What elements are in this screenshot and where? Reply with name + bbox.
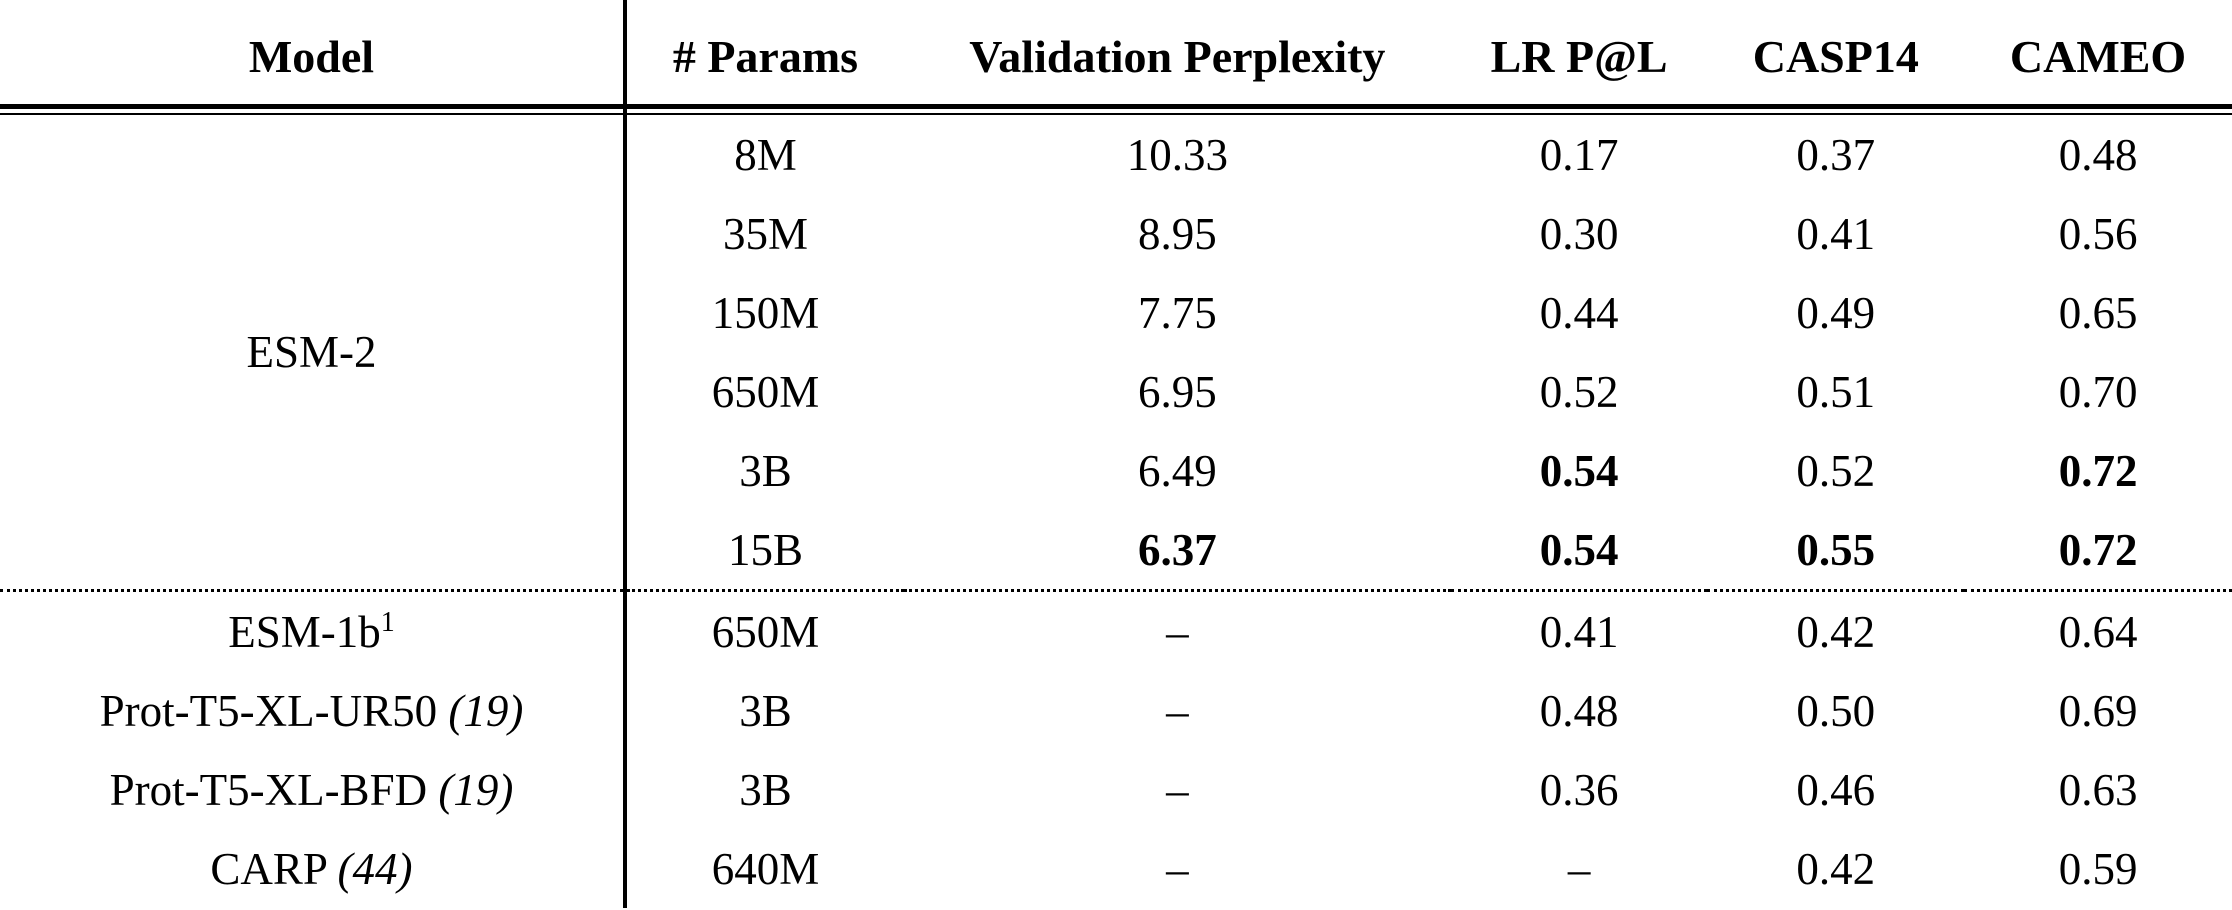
- table-cell: 0.56: [2058, 208, 2138, 259]
- table-cell: –: [1166, 843, 1189, 894]
- header-double-rule: [0, 104, 2232, 115]
- column-header-model: Model: [0, 0, 627, 107]
- model-label: CARP (44): [0, 829, 627, 908]
- table-row: 650M 6.95 0.52 0.51 0.70: [0, 352, 2232, 431]
- table-body: ESM-2 8M 10.33 0.17 0.37 0.48 35M 8.95 0.30 0.41 0…: [0, 114, 2232, 908]
- table-cell: –: [1166, 685, 1189, 736]
- table-cell: 0.52: [1796, 445, 1876, 496]
- table-row: 15B 6.37 0.54 0.55 0.72: [0, 510, 2232, 591]
- table-cell: 3B: [739, 685, 792, 736]
- table-cell: 0.44: [1539, 287, 1619, 338]
- table-cell: 0.59: [2058, 843, 2138, 894]
- model-label: Prot-T5-XL-UR50 (19): [0, 671, 627, 750]
- table-row: CARP (44) 640M – – 0.42 0.59: [0, 829, 2232, 908]
- table-cell: 0.51: [1796, 366, 1876, 417]
- table-cell: 8.95: [1137, 208, 1217, 259]
- column-header-validation-perplexity: Validation Perplexity: [969, 30, 1386, 82]
- table-cell: 0.54: [1539, 524, 1619, 575]
- table-cell: –: [1166, 764, 1189, 815]
- table-cell: 0.52: [1539, 366, 1619, 417]
- header-rule-segment: [624, 104, 2232, 115]
- table-cell: 0.65: [2058, 287, 2138, 338]
- table-cell: 0.41: [1539, 606, 1619, 657]
- table-cell: –: [1567, 843, 1591, 894]
- model-label: ESM-1b1: [0, 592, 627, 671]
- table-cell: 650M: [711, 606, 820, 657]
- table-cell: 6.37: [1137, 524, 1217, 575]
- table-cell: 650M: [711, 366, 820, 417]
- table-cell: 0.48: [1539, 685, 1619, 736]
- citation-number: (19): [438, 764, 514, 815]
- column-header-lr-p-at-l: LR P@L: [1490, 30, 1668, 82]
- table-row: ESM-1b1 650M – 0.41 0.42 0.64: [0, 592, 2232, 671]
- table-cell: 0.70: [2058, 366, 2138, 417]
- table-cell: 0.72: [2058, 524, 2138, 575]
- column-header-cameo: CAMEO: [2009, 30, 2187, 82]
- dotted-divider-segment: [624, 589, 2232, 593]
- footnote-marker: 1: [380, 606, 395, 638]
- citation-number: (44): [337, 843, 413, 894]
- table-cell: 0.50: [1796, 685, 1876, 736]
- table-row: 150M 7.75 0.44 0.49 0.65: [0, 273, 2232, 352]
- table-cell: 0.69: [2058, 685, 2138, 736]
- table-cell: –: [1166, 606, 1189, 657]
- citation-number: (19): [448, 685, 524, 736]
- table-row: Prot-T5-XL-BFD (19) 3B – 0.36 0.46 0.63: [0, 750, 2232, 829]
- table-cell: 150M: [711, 287, 820, 338]
- table-cell: 0.41: [1796, 208, 1876, 259]
- table-cell: 35M: [722, 208, 808, 259]
- table-cell: 0.72: [2058, 445, 2138, 496]
- table-cell: 0.54: [1539, 445, 1619, 496]
- table-row: 35M 8.95 0.30 0.41 0.56: [0, 194, 2232, 273]
- dotted-divider-segment: [0, 589, 627, 593]
- table-cell: 0.63: [2058, 764, 2138, 815]
- model-label: Prot-T5-XL-BFD (19): [0, 750, 627, 829]
- table-cell: 0.30: [1539, 208, 1619, 259]
- table-row: ESM-2 8M 10.33 0.17 0.37 0.48: [0, 114, 2232, 591]
- table-cell: 0.42: [1796, 843, 1876, 894]
- column-header-casp14: CASP14: [1752, 30, 1919, 82]
- table-cell: 15B: [727, 524, 803, 575]
- table-cell: 0.48: [2058, 129, 2138, 180]
- table-cell: 0.46: [1796, 764, 1876, 815]
- table-cell: 8M: [734, 129, 797, 180]
- table-cell: 10.33: [1126, 129, 1228, 180]
- table-cell: 3B: [739, 764, 792, 815]
- table-cell: 6.49: [1137, 445, 1217, 496]
- table-cell: 7.75: [1137, 287, 1217, 338]
- header-rule-segment: [0, 104, 627, 115]
- table-cell: 640M: [711, 843, 820, 894]
- table-cell: 0.36: [1539, 764, 1619, 815]
- table-cell: 3B: [739, 445, 792, 496]
- table-row: 3B 6.49 0.54 0.52 0.72: [0, 431, 2232, 510]
- table-row: Prot-T5-XL-UR50 (19) 3B – 0.48 0.50 0.69: [0, 671, 2232, 750]
- column-header-params: # Params: [672, 30, 859, 82]
- table-cell: 0.17: [1539, 129, 1619, 180]
- table-cell: 0.49: [1796, 287, 1876, 338]
- table-cell: 0.55: [1796, 524, 1876, 575]
- table-cell: 0.64: [2058, 606, 2138, 657]
- dotted-divider: [0, 589, 2232, 593]
- header-row: Model # Params Validation Perplexity LR …: [0, 0, 2232, 107]
- table-cell: 0.37: [1796, 129, 1876, 180]
- table-cell: 6.95: [1137, 366, 1217, 417]
- model-group-label: ESM-2: [0, 114, 627, 591]
- table-cell: 0.42: [1796, 606, 1876, 657]
- table-header: Model # Params Validation Perplexity LR …: [0, 0, 2232, 115]
